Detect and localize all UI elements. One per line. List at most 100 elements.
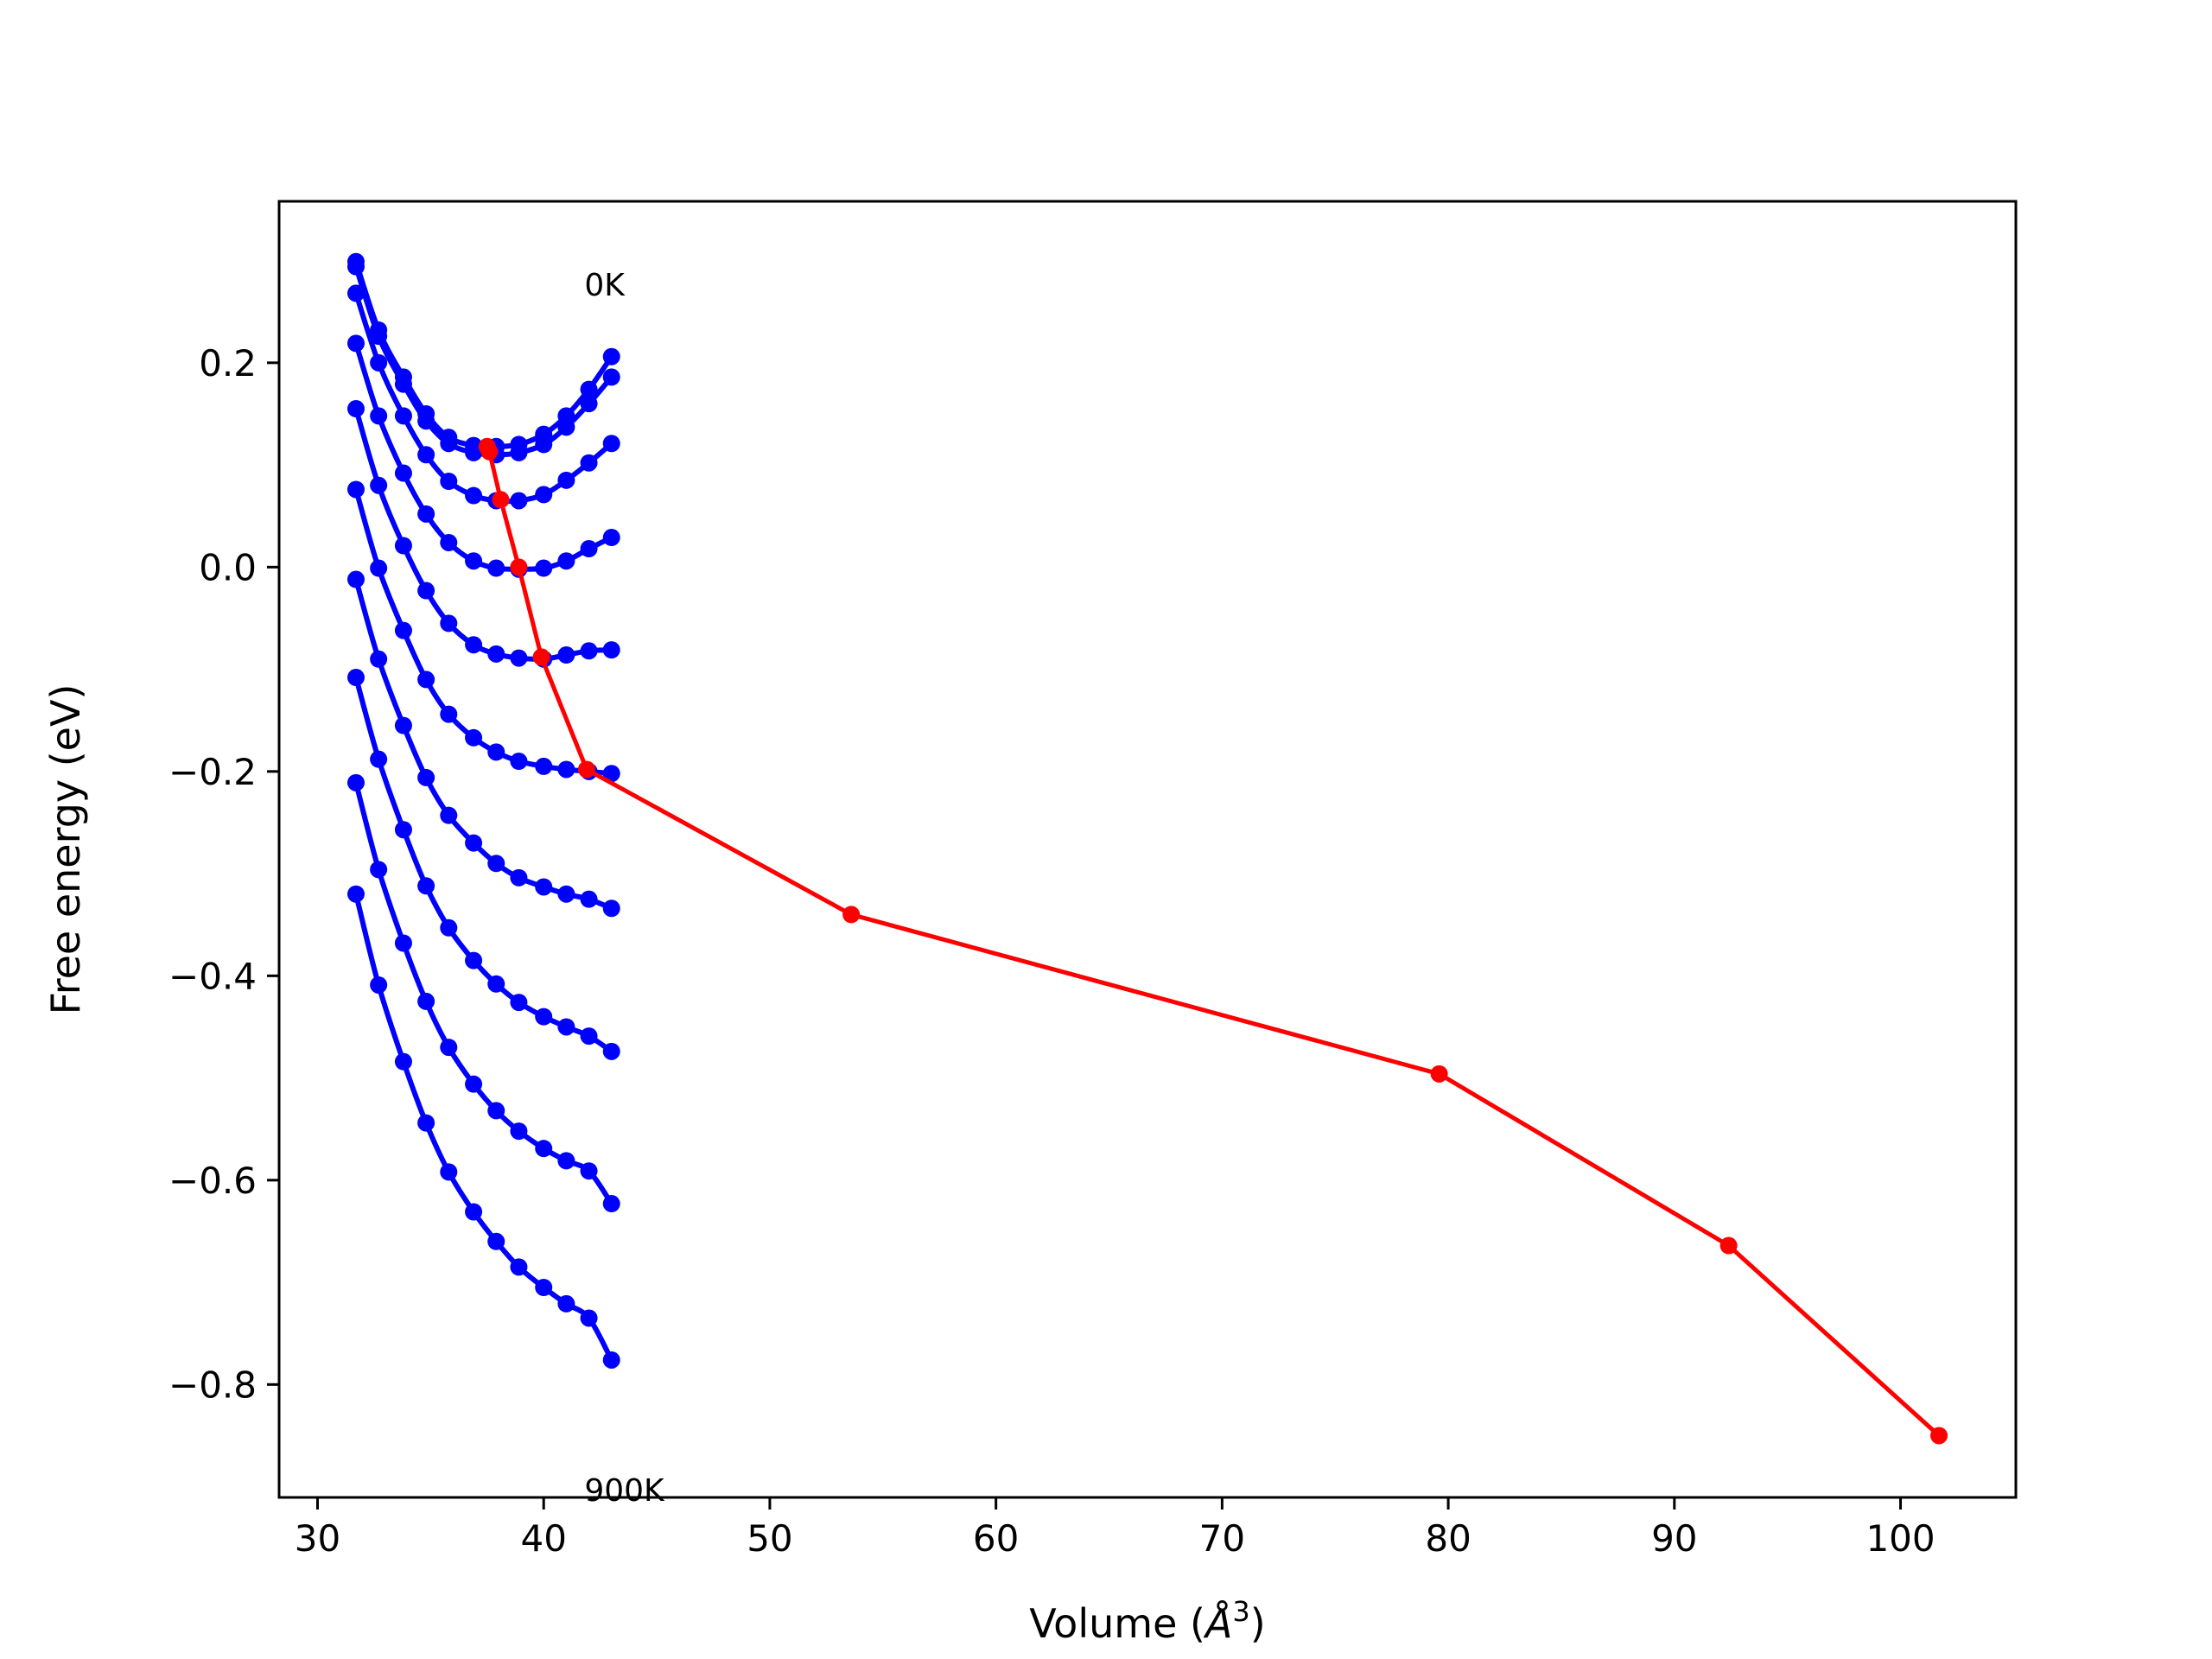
isotherm-point (465, 636, 483, 654)
isotherm-point (557, 885, 575, 903)
isotherm-point (346, 400, 365, 418)
x-tick-label: 60 (973, 1517, 1019, 1560)
isotherm-point (557, 646, 575, 664)
isotherm-point (510, 868, 528, 887)
isotherm-point (346, 480, 365, 499)
isotherm-point (510, 1122, 528, 1141)
isotherm-point (580, 890, 598, 908)
isotherm-point (580, 380, 598, 398)
isotherm-point (580, 1309, 598, 1327)
isotherm-point (417, 505, 435, 523)
annotation-bottom: 900K (584, 1473, 665, 1509)
y-tick-label: −0.8 (168, 1363, 257, 1406)
isotherm-point (440, 435, 458, 453)
isotherm-point (394, 821, 412, 839)
isotherm-point (510, 1258, 528, 1276)
isotherm-point (417, 412, 435, 430)
isotherm-point (510, 492, 528, 510)
isotherm-point (370, 750, 388, 768)
isotherm-point (535, 757, 553, 775)
isotherm-point (370, 407, 388, 425)
isotherm-point (487, 855, 505, 873)
isotherm-point (394, 464, 412, 482)
minimum-path (478, 437, 1948, 1445)
minimum-path-point (842, 906, 861, 924)
minimum-path-point (577, 760, 595, 779)
x-tick-label: 50 (747, 1517, 792, 1560)
y-axis-label: Free energy (eV) (42, 684, 89, 1015)
isotherm-point (417, 446, 435, 464)
isotherm-point (346, 773, 365, 791)
x-tick-label: 30 (295, 1517, 340, 1560)
isotherm-point (465, 728, 483, 747)
isotherm-point (602, 347, 620, 365)
isotherm-point (465, 486, 483, 505)
isotherm-point (580, 454, 598, 472)
isotherm-point (602, 765, 620, 783)
minimum-path-point (480, 442, 499, 461)
y-tick-label: −0.6 (168, 1160, 257, 1202)
isotherm-point (557, 760, 575, 779)
isotherm-point (487, 559, 505, 577)
x-axis-label: Volume (Å3) (1029, 1595, 1265, 1647)
isotherm-point (417, 877, 435, 895)
isotherm-point (557, 1152, 575, 1170)
isotherm-point (440, 806, 458, 824)
isotherm-point (370, 650, 388, 668)
isotherm-point (440, 1163, 458, 1181)
isotherm-point (370, 476, 388, 494)
isotherm-point (346, 885, 365, 903)
y-tick-label: −0.2 (168, 751, 257, 793)
minimum-path-point (1430, 1065, 1448, 1083)
isotherm-point (346, 570, 365, 588)
isotherm-point (417, 1114, 435, 1132)
isotherm-point (602, 1042, 620, 1060)
isotherm-point (580, 642, 598, 660)
minimum-path-point (510, 558, 528, 576)
isotherm-markers (346, 252, 620, 1369)
isotherm-point (602, 435, 620, 453)
isotherm-point (465, 443, 483, 461)
isotherm-point (440, 1039, 458, 1057)
axes-frame (277, 200, 2018, 1499)
annotation-top: 0K (584, 268, 626, 303)
isotherm-point (487, 1102, 505, 1120)
isotherm-point (465, 552, 483, 570)
minimum-path-point (532, 648, 550, 666)
isotherm-point (602, 899, 620, 918)
isotherm-point (440, 705, 458, 723)
isotherm-point (394, 537, 412, 555)
isotherm-point (417, 671, 435, 689)
isotherm-point (535, 1007, 553, 1026)
isotherm-point (510, 753, 528, 771)
isotherm-point (487, 743, 505, 761)
isotherm-point (370, 327, 388, 346)
isotherm-point (557, 471, 575, 489)
isotherm-point (370, 861, 388, 879)
isotherm-point (370, 976, 388, 994)
isotherm-point (465, 1203, 483, 1221)
isotherm-point (440, 473, 458, 491)
isotherm-point (417, 992, 435, 1010)
isotherm-point (346, 257, 365, 276)
isotherm-point (440, 533, 458, 551)
isotherm-point (602, 1195, 620, 1213)
isotherm-point (487, 645, 505, 663)
isotherm-point (394, 407, 412, 425)
x-tick-label: 90 (1651, 1517, 1697, 1560)
isotherm-point (370, 353, 388, 372)
isotherm-point (557, 1018, 575, 1036)
isotherm-point (440, 918, 458, 937)
isotherm-point (465, 951, 483, 969)
isotherm-point (557, 552, 575, 570)
y-tick-label: 0.2 (199, 342, 257, 385)
isotherm-point (535, 486, 553, 504)
isotherm-point (487, 975, 505, 993)
isotherm-point (580, 540, 598, 558)
isotherm-point (465, 1075, 483, 1093)
isotherm-point (535, 878, 553, 896)
minimum-path-point (492, 491, 510, 509)
isotherm-point (440, 614, 458, 632)
annotations: 0K 900K (584, 268, 665, 1509)
